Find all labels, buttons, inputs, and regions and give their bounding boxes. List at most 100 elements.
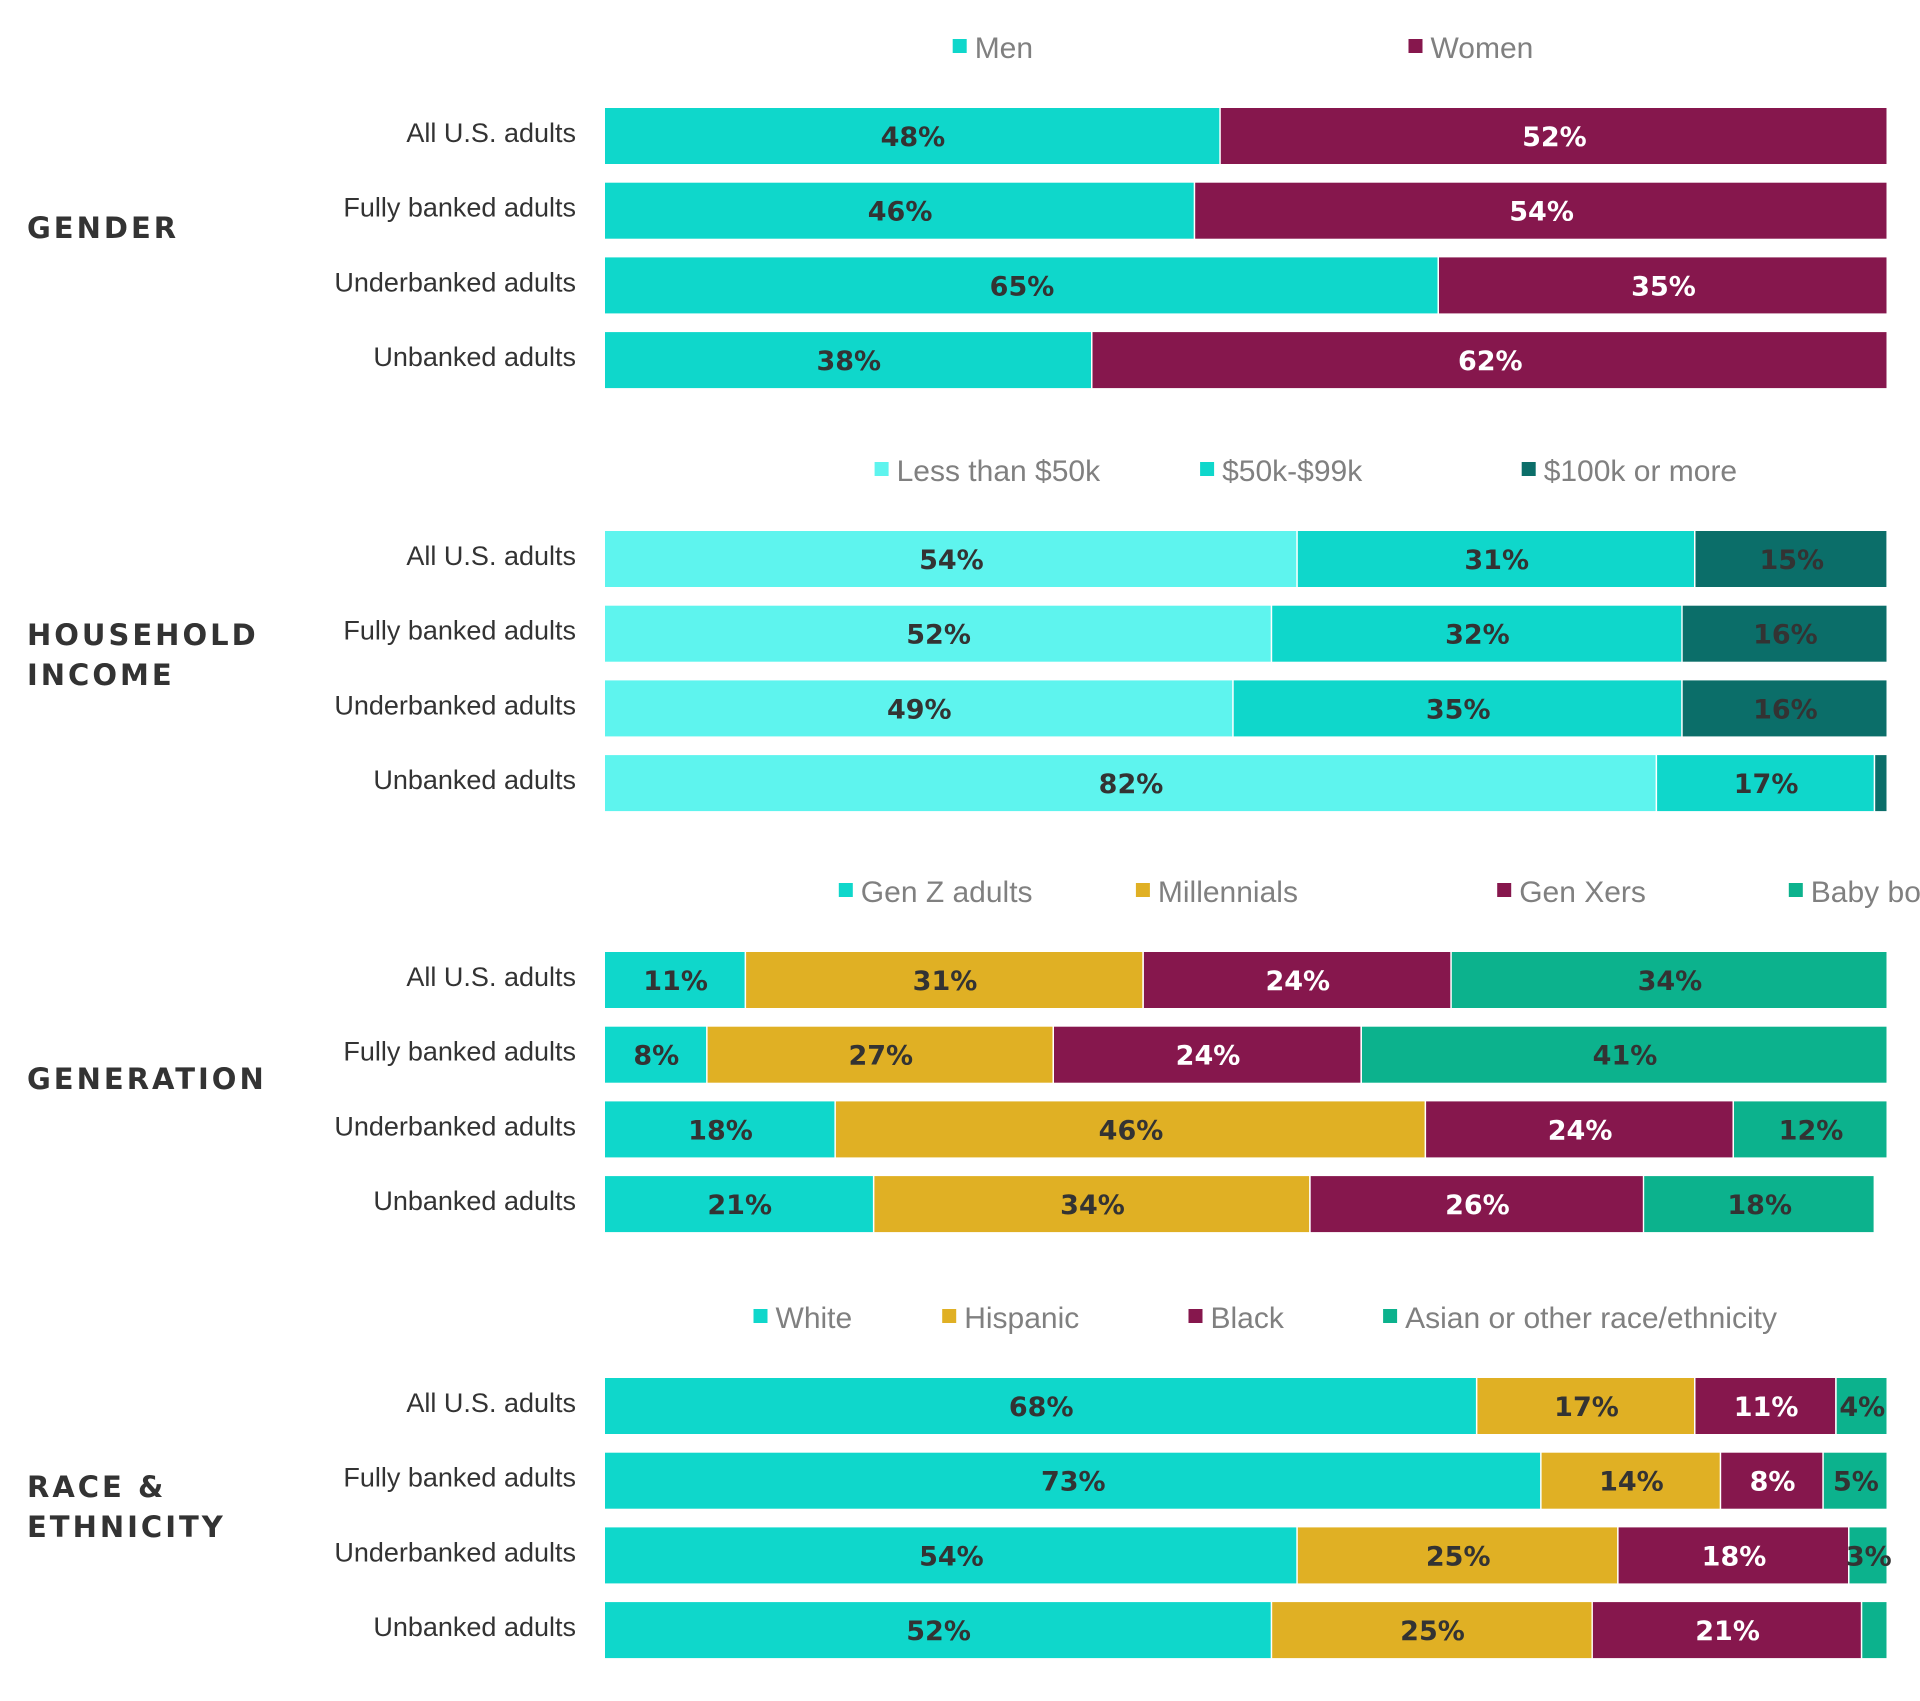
data-label: 52% [906, 1616, 971, 1647]
data-label: 54% [919, 1541, 984, 1572]
data-label: 12% [1779, 1115, 1844, 1146]
row-label-fully-banked-adults: Fully banked adults [343, 1463, 576, 1493]
bar-segment-50k-99k [1657, 755, 1874, 812]
row-label-underbanked-adults: Underbanked adults [334, 690, 576, 720]
legend-swatch-less-than-50k [874, 462, 889, 476]
bar-segment-50k-99k [1272, 605, 1682, 662]
data-label: 34% [1060, 1190, 1125, 1221]
data-label: 18% [688, 1115, 753, 1146]
bar-segment-hispanic [1541, 1452, 1720, 1509]
data-label: 49% [887, 694, 952, 725]
bar-segment-hispanic [1272, 1602, 1592, 1659]
bar-segment-less-than-50k [605, 605, 1271, 662]
data-label: 32% [1445, 620, 1510, 651]
data-label: 48% [881, 122, 946, 153]
bar-segment-baby-boomers [1362, 1026, 1887, 1083]
legend-label-women: Women [1431, 32, 1534, 65]
data-label: 62% [1458, 346, 1523, 377]
data-label: 73% [1041, 1467, 1106, 1498]
bar-segment-millennials [746, 952, 1143, 1008]
panel-gender: GENDER Men Women All U.S. adults 48% 52% Fully… [27, 32, 1887, 389]
data-label: 8% [1750, 1467, 1796, 1498]
bar-segment-men [605, 182, 1194, 239]
data-label: 5% [1833, 1467, 1879, 1498]
legend-label-men: Men [975, 32, 1033, 65]
bar-segment-100k-or-more [1682, 680, 1887, 737]
bar-segment-100k-or-more [1875, 755, 1887, 812]
legend-swatch-baby-boomers [1788, 883, 1803, 897]
legend-label-black: Black [1211, 1302, 1285, 1335]
bar-segment-asian-or-other-race-ethnicity [1849, 1527, 1887, 1584]
row-label-underbanked-adults: Underbanked adults [334, 1537, 576, 1567]
bar-segment-50k-99k [1233, 680, 1682, 737]
row-label-fully-banked-adults: Fully banked adults [343, 616, 576, 646]
section-title: INCOME [27, 658, 175, 692]
bar-segment-gen-z-adults [605, 1026, 707, 1083]
data-label: 31% [1464, 545, 1529, 576]
row-label-underbanked-adults: Underbanked adults [334, 1111, 576, 1141]
legend-label-white: White [776, 1302, 853, 1335]
data-label: 11% [643, 966, 708, 997]
bar-segment-gen-z-adults [605, 1101, 835, 1158]
data-label: 68% [1009, 1392, 1074, 1423]
bar-segment-black [1592, 1602, 1861, 1659]
bar-segment-gen-xers [1054, 1026, 1361, 1083]
bar-segment-gen-z-adults [605, 1176, 873, 1233]
legend-label-asian-or-other-race-ethnicity: Asian or other race/ethnicity [1405, 1302, 1777, 1335]
data-label: 26% [1445, 1190, 1510, 1221]
legend-swatch-gen-z-adults [838, 883, 853, 897]
bar-segment-100k-or-more [1682, 605, 1887, 662]
bar-segment-white [605, 1378, 1476, 1434]
bar-segment-white [605, 1452, 1541, 1509]
bar-segment-men [605, 108, 1220, 164]
legend-swatch-gen-xers [1497, 883, 1512, 897]
panel-race-and-ethnicity: RACE & ETHNICITY White Hispanic Black Asian o… [27, 1302, 1892, 1659]
bar-segment-black [1618, 1527, 1848, 1584]
row-label-fully-banked-adults: Fully banked adults [343, 193, 576, 223]
legend-label-50k-99k: $50k-$99k [1222, 455, 1363, 488]
legend-label-100k-or-more: $100k or more [1544, 455, 1737, 488]
data-label: 14% [1599, 1467, 1664, 1498]
data-label: 46% [868, 197, 933, 228]
legend-label-baby-boomers: Baby boomers [1811, 876, 1920, 909]
row-label-unbanked-adults: Unbanked adults [373, 342, 576, 372]
data-label: 54% [1509, 197, 1574, 228]
legend-label-millennials: Millennials [1158, 876, 1298, 909]
bar-segment-men [605, 257, 1438, 314]
section-title: ETHNICITY [27, 1510, 226, 1544]
bar-segment-baby-boomers [1734, 1101, 1887, 1158]
data-label: 65% [990, 271, 1055, 302]
bar-segment-asian-or-other-race-ethnicity [1836, 1378, 1887, 1434]
bar-segment-gen-z-adults [605, 952, 745, 1008]
bar-segment-women [1092, 332, 1887, 389]
data-label: 52% [1522, 122, 1587, 153]
bar-segment-gen-xers [1143, 952, 1451, 1008]
data-label: 27% [848, 1041, 913, 1072]
row-label-all-u-s-adults: All U.S. adults [406, 1388, 576, 1418]
data-label: 52% [906, 620, 971, 651]
data-label: 3% [1846, 1541, 1892, 1572]
bar-segment-gen-xers [1426, 1101, 1733, 1158]
data-label: 15% [1759, 545, 1824, 576]
section-title: HOUSEHOLD [27, 618, 259, 652]
bar-segment-white [605, 1527, 1297, 1584]
data-label: 54% [919, 545, 984, 576]
legend-label-gen-z-adults: Gen Z adults [861, 876, 1033, 909]
legend-label-hispanic: Hispanic [964, 1302, 1079, 1335]
panel-household-income: HOUSEHOLD INCOME Less than $50k $50k-$99k $1… [27, 455, 1887, 812]
bar-segment-black [1721, 1452, 1823, 1509]
data-label: 4% [1839, 1392, 1885, 1423]
data-label: 8% [633, 1041, 679, 1072]
data-label: 16% [1753, 694, 1818, 725]
bar-segment-white [605, 1602, 1271, 1659]
section-title: GENDER [27, 211, 179, 245]
row-label-unbanked-adults: Unbanked adults [373, 1612, 576, 1642]
bar-segment-baby-boomers [1644, 1176, 1874, 1233]
data-label: 21% [707, 1190, 772, 1221]
section-title: RACE & [27, 1470, 166, 1504]
data-label: 38% [816, 346, 881, 377]
legend-swatch-men [952, 39, 967, 53]
legend-swatch-white [753, 1309, 768, 1323]
bar-segment-less-than-50k [605, 680, 1233, 737]
row-label-underbanked-adults: Underbanked adults [334, 267, 576, 297]
